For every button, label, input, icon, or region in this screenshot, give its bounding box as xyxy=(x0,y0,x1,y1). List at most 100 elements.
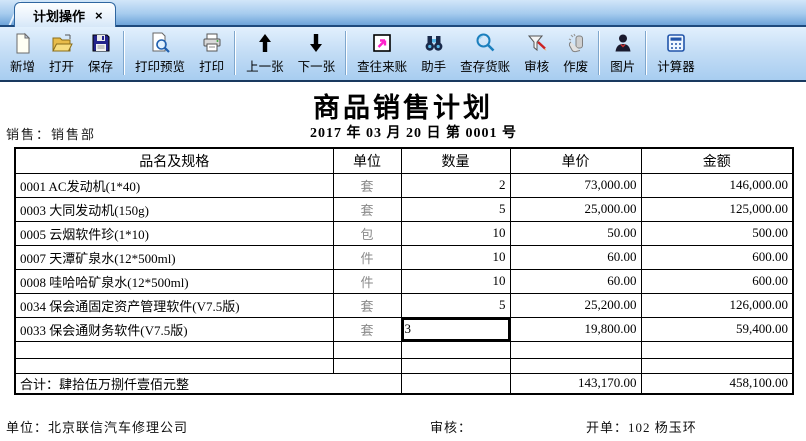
product-name-cell[interactable] xyxy=(14,340,334,359)
check-current-accounts-button[interactable]: 查往来账 xyxy=(350,28,414,78)
price-cell[interactable]: 25,000.00 xyxy=(509,196,642,222)
page-title: 商品销售计划 xyxy=(313,93,493,123)
amount-cell[interactable]: 59,400.00 xyxy=(640,316,794,342)
arrow-down-icon xyxy=(304,31,328,55)
unit-cell[interactable]: 套 xyxy=(332,196,402,222)
product-name-cell[interactable]: 0034 保会通固定资产管理软件(V7.5版) xyxy=(14,292,334,318)
print-button-label: 打印 xyxy=(199,60,225,74)
search-icon xyxy=(473,31,497,55)
qty-cell[interactable]: 10 xyxy=(400,220,511,246)
open-folder-icon xyxy=(50,31,74,55)
toolbar-separator xyxy=(598,31,601,75)
audit-funnel-icon xyxy=(525,31,549,55)
check-current-accounts-button-label: 查往来账 xyxy=(357,60,408,74)
table-row: 0034 保会通固定资产管理软件(V7.5版) 套 5 25,200.00 12… xyxy=(14,292,794,318)
print-preview-button[interactable]: 打印预览 xyxy=(128,28,192,78)
column-header-amount: 金额 xyxy=(640,147,794,174)
selected-qty-cell[interactable]: 3 xyxy=(400,316,511,342)
picture-button[interactable]: 图片 xyxy=(603,28,642,78)
check-inventory-accounts-button-label: 查存货账 xyxy=(460,60,511,74)
empty-table-row xyxy=(14,340,794,359)
previous-sheet-button-label: 上一张 xyxy=(246,60,284,74)
product-name-cell[interactable]: 0008 哇哈哈矿泉水(12*500ml) xyxy=(14,268,334,294)
product-name-cell[interactable]: 0001 AC发动机(1*40) xyxy=(14,172,334,198)
price-cell[interactable]: 60.00 xyxy=(509,244,642,270)
amount-cell[interactable]: 125,000.00 xyxy=(640,196,794,222)
new-document-icon xyxy=(11,31,35,55)
amount-cell[interactable] xyxy=(640,357,794,374)
calculator-button[interactable]: 计算器 xyxy=(650,28,702,78)
previous-sheet-button[interactable]: 上一张 xyxy=(239,28,291,78)
close-icon[interactable]: × xyxy=(95,7,103,23)
unit-cell[interactable] xyxy=(332,357,402,374)
total-price-cell: 143,170.00 xyxy=(509,372,642,395)
calculator-icon xyxy=(664,31,688,55)
qty-cell[interactable]: 10 xyxy=(400,268,511,294)
unit-cell[interactable]: 套 xyxy=(332,172,402,198)
next-sheet-button[interactable]: 下一张 xyxy=(291,28,343,78)
total-row: 合计：肆拾伍万捌仟壹佰元整 143,170.00 458,100.00 xyxy=(14,372,794,395)
product-name-cell[interactable]: 0007 天潭矿泉水(12*500ml) xyxy=(14,244,334,270)
save-button[interactable]: 保存 xyxy=(81,28,120,78)
person-picture-icon xyxy=(611,31,635,55)
amount-cell[interactable] xyxy=(640,340,794,359)
tab-plan-operation[interactable]: 计划操作 × xyxy=(14,2,116,27)
unit-cell[interactable]: 包 xyxy=(332,220,402,246)
price-cell[interactable]: 50.00 xyxy=(509,220,642,246)
qty-cell[interactable]: 5 xyxy=(400,196,511,222)
price-cell[interactable] xyxy=(509,340,642,359)
unit-cell[interactable]: 套 xyxy=(332,292,402,318)
auditor-label: 审核： xyxy=(430,420,473,435)
tab-title: 计划操作 xyxy=(33,8,86,24)
total-qty-cell xyxy=(400,372,511,395)
amount-cell[interactable]: 146,000.00 xyxy=(640,172,794,198)
qty-cell[interactable] xyxy=(400,340,511,359)
picture-button-label: 图片 xyxy=(610,60,636,74)
company-label: 单位：北京联信汽车修理公司 xyxy=(6,420,189,435)
assistant-button-label: 助手 xyxy=(421,60,447,74)
qty-cell[interactable]: 2 xyxy=(400,172,511,198)
product-name-cell[interactable]: 0005 云烟软件珍(1*10) xyxy=(14,220,334,246)
price-cell[interactable]: 19,800.00 xyxy=(509,316,642,342)
product-name-cell[interactable]: 0003 大同发动机(150g) xyxy=(14,196,334,222)
unit-cell[interactable] xyxy=(332,340,402,359)
amount-cell[interactable]: 500.00 xyxy=(640,220,794,246)
sales-plan-table: 品名及规格 单位 数量 单价 金额 0001 AC发动机(1*40) 套 2 7… xyxy=(14,147,794,395)
qty-cell[interactable]: 10 xyxy=(400,244,511,270)
amount-cell[interactable]: 126,000.00 xyxy=(640,292,794,318)
void-button-label: 作废 xyxy=(563,60,589,74)
table-row: 0008 哇哈哈矿泉水(12*500ml) 件 10 60.00 600.00 xyxy=(14,268,794,294)
print-preview-button-label: 打印预览 xyxy=(135,60,186,74)
unit-cell[interactable]: 件 xyxy=(332,244,402,270)
unit-cell[interactable]: 件 xyxy=(332,268,402,294)
ledger-arrow-icon xyxy=(370,31,394,55)
toolbar: 新增 打开 保存 打印预览 打印 上一张 下一张 xyxy=(0,27,806,82)
toolbar-separator xyxy=(645,31,648,75)
new-button[interactable]: 新增 xyxy=(3,28,42,78)
price-cell[interactable]: 73,000.00 xyxy=(509,172,642,198)
void-button[interactable]: 作废 xyxy=(556,28,595,78)
table-row: 0005 云烟软件珍(1*10) 包 10 50.00 500.00 xyxy=(14,220,794,246)
print-preview-icon xyxy=(148,31,172,55)
audit-button[interactable]: 审核 xyxy=(517,28,556,78)
price-cell[interactable]: 60.00 xyxy=(509,268,642,294)
price-cell[interactable] xyxy=(509,357,642,374)
open-button[interactable]: 打开 xyxy=(42,28,81,78)
price-cell[interactable]: 25,200.00 xyxy=(509,292,642,318)
unit-cell[interactable]: 套 xyxy=(332,316,402,342)
toolbar-separator xyxy=(345,31,348,75)
print-button[interactable]: 打印 xyxy=(192,28,231,78)
qty-cell[interactable] xyxy=(400,357,511,374)
void-stamp-icon xyxy=(564,31,588,55)
total-in-words: 合计：肆拾伍万捌仟壹佰元整 xyxy=(14,372,402,395)
amount-cell[interactable]: 600.00 xyxy=(640,268,794,294)
amount-cell[interactable]: 600.00 xyxy=(640,244,794,270)
calculator-button-label: 计算器 xyxy=(657,60,695,74)
product-name-cell[interactable]: 0033 保会通财务软件(V7.5版) xyxy=(14,316,334,342)
assistant-button[interactable]: 助手 xyxy=(414,28,453,78)
header-row: 品名及规格 单位 数量 单价 金额 xyxy=(14,147,794,174)
qty-cell[interactable]: 5 xyxy=(400,292,511,318)
check-inventory-accounts-button[interactable]: 查存货账 xyxy=(453,28,517,78)
save-button-label: 保存 xyxy=(88,60,114,74)
product-name-cell[interactable] xyxy=(14,357,334,374)
